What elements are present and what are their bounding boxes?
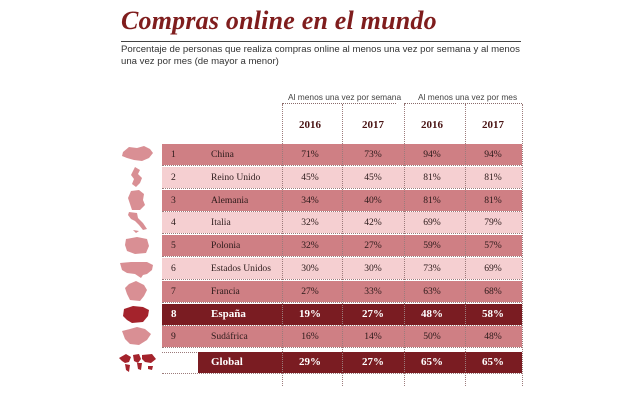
uk-map-icon-shape [131, 166, 142, 187]
table-row: Global 29% 27% 65% 65% [198, 352, 522, 374]
column-separator [282, 104, 283, 386]
value-cell-2016-monthly: 63% [423, 285, 441, 297]
value-cell-2017-weekly: 42% [364, 217, 382, 229]
poland-map-icon-shape [125, 237, 149, 255]
value-cell-2016-weekly: 34% [301, 194, 319, 206]
rank-cell: 3 [171, 194, 176, 206]
value-cell-2017-monthly: 81% [484, 194, 502, 206]
poland-map-icon [125, 237, 149, 255]
rank-cell: 6 [171, 263, 176, 274]
value-cell-2016-monthly: 69% [423, 217, 441, 229]
value-cell-2017-weekly: 45% [364, 171, 382, 183]
france-map-icon-shape [125, 280, 147, 301]
value-cell-2017-weekly: 27% [362, 356, 384, 369]
world-map-icon-shape [119, 354, 156, 373]
value-cell-2016-weekly: 32% [301, 240, 319, 252]
page-title: Compras online en el mundo [121, 6, 437, 35]
year-header-weekly-2017: 2017 [362, 119, 384, 131]
country-cell: España [211, 307, 246, 320]
column-group-weekly: Al menos una vez por semana [288, 92, 402, 102]
italy-map-icon-shape [128, 212, 147, 234]
germany-map-icon-shape [128, 189, 145, 210]
value-cell-2016-monthly: 50% [423, 331, 441, 343]
south-africa-map-icon [122, 327, 151, 346]
column-group-monthly-underline [404, 103, 522, 104]
value-cell-2016-monthly: 59% [423, 240, 441, 252]
rank-cell: 9 [171, 331, 176, 343]
country-cell: Global [211, 356, 243, 369]
south-africa-map-icon-shape [122, 327, 151, 346]
rank-cell: 2 [171, 171, 176, 183]
rank-cell: 8 [171, 307, 177, 320]
usa-map-icon [120, 262, 153, 278]
usa-map-icon-shape [120, 262, 153, 278]
value-cell-2016-monthly: 65% [421, 356, 443, 369]
value-cell-2016-weekly: 71% [301, 149, 319, 160]
column-group-monthly: Al menos una vez por mes [418, 92, 518, 102]
germany-map-icon [128, 189, 145, 210]
value-cell-2017-weekly: 40% [364, 194, 382, 206]
value-cell-2017-weekly: 27% [364, 240, 382, 252]
value-cell-2017-monthly: 81% [484, 171, 502, 183]
value-cell-2017-monthly: 94% [484, 149, 502, 160]
value-cell-2016-weekly: 16% [301, 331, 319, 343]
global-empty-cell [162, 352, 197, 374]
value-cell-2016-monthly: 81% [423, 171, 441, 183]
column-separator [404, 104, 405, 386]
value-cell-2016-weekly: 19% [299, 307, 321, 320]
country-cell: Estados Unidos [211, 263, 271, 274]
title-rule [121, 41, 521, 42]
value-cell-2017-monthly: 79% [484, 217, 502, 229]
spain-map-icon-shape [123, 305, 149, 323]
country-cell: China [211, 149, 234, 160]
value-cell-2017-weekly: 73% [364, 149, 382, 160]
rank-cell: 1 [171, 149, 176, 160]
value-cell-2016-monthly: 48% [421, 307, 443, 320]
france-map-icon [125, 280, 147, 301]
value-cell-2017-monthly: 48% [484, 331, 502, 343]
value-cell-2017-monthly: 57% [484, 240, 502, 252]
country-cell: Polonia [211, 240, 241, 252]
spain-map-icon [123, 305, 149, 323]
rank-cell: 4 [171, 217, 176, 229]
china-map-icon-shape [122, 146, 153, 161]
country-cell: Italia [211, 217, 231, 229]
value-cell-2017-weekly: 30% [364, 263, 382, 274]
column-separator [465, 104, 466, 386]
value-cell-2017-monthly: 69% [484, 263, 502, 274]
value-cell-2016-monthly: 94% [423, 149, 441, 160]
column-separator [522, 104, 523, 386]
value-cell-2016-weekly: 30% [301, 263, 319, 274]
value-cell-2016-monthly: 73% [423, 263, 441, 274]
china-map-icon [122, 146, 153, 161]
year-header-monthly-2017: 2017 [482, 119, 504, 131]
country-cell: Francia [211, 285, 240, 297]
value-cell-2016-weekly: 29% [299, 356, 321, 369]
value-cell-2016-monthly: 81% [423, 194, 441, 206]
value-cell-2016-weekly: 45% [301, 171, 319, 183]
column-group-weekly-underline [282, 103, 396, 104]
page-subtitle: Porcentaje de personas que realiza compr… [121, 44, 520, 67]
value-cell-2017-monthly: 68% [484, 285, 502, 297]
value-cell-2016-weekly: 32% [301, 217, 319, 229]
value-cell-2017-weekly: 33% [364, 285, 382, 297]
rank-cell: 7 [171, 285, 176, 297]
column-separator [342, 104, 343, 386]
country-cell: Sudáfrica [211, 331, 248, 343]
uk-map-icon [131, 166, 142, 187]
world-map-icon [119, 354, 156, 373]
rank-cell: 5 [171, 240, 176, 252]
year-header-weekly-2016: 2016 [299, 119, 321, 131]
value-cell-2017-weekly: 27% [362, 307, 384, 320]
value-cell-2017-monthly: 65% [482, 356, 504, 369]
year-header-monthly-2016: 2016 [421, 119, 443, 131]
value-cell-2016-weekly: 27% [301, 285, 319, 297]
country-cell: Alemania [211, 194, 249, 206]
value-cell-2017-monthly: 58% [482, 307, 504, 320]
value-cell-2017-weekly: 14% [364, 331, 382, 343]
italy-map-icon [128, 212, 147, 234]
country-cell: Reino Unido [211, 171, 261, 183]
